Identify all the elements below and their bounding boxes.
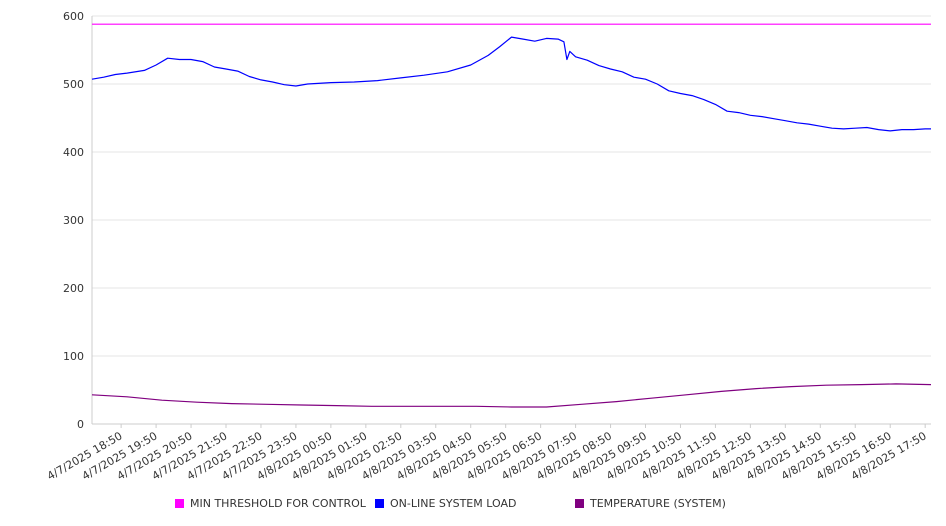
legend-item-online-system-load[interactable]: ON-LINE SYSTEM LOAD: [375, 497, 516, 510]
legend-label-min-threshold: MIN THRESHOLD FOR CONTROL: [190, 497, 366, 510]
series-lines: [91, 23, 932, 408]
x-axis-ticks: 4/7/2025 18:504/7/2025 19:504/7/2025 20:…: [45, 424, 929, 483]
series-line-2: [91, 383, 932, 408]
legend-swatch-online-system-load: [375, 499, 384, 508]
y-tick-label: 300: [63, 214, 84, 227]
legend-item-temperature[interactable]: TEMPERATURE (SYSTEM): [575, 497, 726, 510]
legend-swatch-temperature: [575, 499, 584, 508]
y-tick-label: 0: [77, 418, 84, 431]
y-tick-label: 200: [63, 282, 84, 295]
y-tick-label: 100: [63, 350, 84, 363]
gridlines: [92, 15, 931, 357]
y-axis-ticks: 0 100 200 300 400 500 600: [63, 10, 84, 431]
series-line-1: [91, 36, 931, 132]
legend-item-min-threshold[interactable]: MIN THRESHOLD FOR CONTROL: [175, 497, 366, 510]
legend-swatch-min-threshold: [175, 499, 184, 508]
y-tick-label: 600: [63, 10, 84, 23]
y-tick-label: 500: [63, 78, 84, 91]
axes: [91, 16, 931, 425]
legend: MIN THRESHOLD FOR CONTROL ON-LINE SYSTEM…: [0, 497, 946, 515]
legend-label-temperature: TEMPERATURE (SYSTEM): [590, 497, 726, 510]
y-tick-label: 400: [63, 146, 84, 159]
legend-label-online-system-load: ON-LINE SYSTEM LOAD: [390, 497, 517, 510]
